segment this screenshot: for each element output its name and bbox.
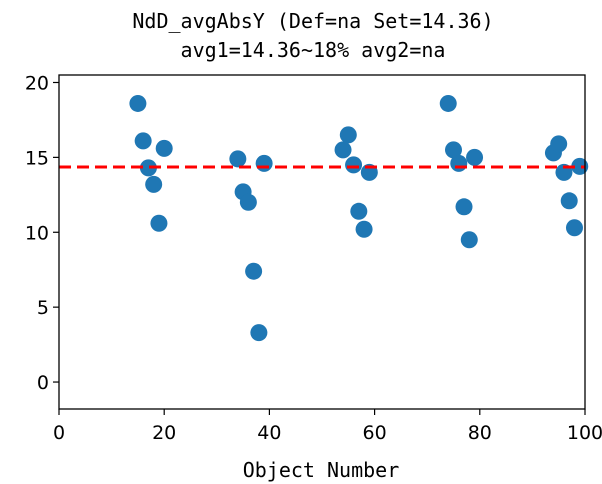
x-tick-label-1: 0 <box>53 422 65 444</box>
data-point-16 <box>350 202 368 220</box>
x-tick-label-6: 100 <box>567 422 602 444</box>
x-tick-label-2: 20 <box>152 422 176 444</box>
data-point-7 <box>229 150 247 168</box>
y-tick-label-1: 0 <box>37 372 49 394</box>
data-point-17 <box>355 220 373 238</box>
y-tick-label-4: 15 <box>25 147 49 169</box>
data-point-24 <box>466 148 484 166</box>
data-point-15 <box>345 156 363 174</box>
x-tick-label-5: 80 <box>468 422 492 444</box>
data-point-30 <box>571 157 589 175</box>
chart-subtitle: avg1=14.36~18% avg2=na <box>181 38 446 62</box>
data-point-9 <box>239 193 257 211</box>
data-point-13 <box>334 141 352 159</box>
data-point-12 <box>255 154 273 172</box>
y-tick-label-5: 20 <box>25 72 49 94</box>
y-tick-label-3: 10 <box>25 222 49 244</box>
data-point-4 <box>145 175 163 193</box>
data-point-22 <box>455 198 473 216</box>
data-point-21 <box>450 154 468 172</box>
data-point-29 <box>565 219 583 237</box>
data-point-5 <box>150 214 168 232</box>
data-point-6 <box>155 139 173 157</box>
x-axis-label: Object Number <box>243 458 400 482</box>
data-point-20 <box>445 141 462 159</box>
data-point-2 <box>134 132 152 150</box>
data-point-11 <box>250 324 268 342</box>
y-tick-label-2: 5 <box>37 297 49 319</box>
data-point-3 <box>139 159 157 177</box>
chart-title: NdD_avgAbsY (Def=na Set=14.36) <box>132 9 493 33</box>
data-point-10 <box>245 262 263 280</box>
x-tick-label-4: 60 <box>363 422 387 444</box>
plot-area <box>59 94 589 342</box>
data-point-23 <box>460 231 478 249</box>
axes-ticks: 0 20 40 60 80 100 0 5 10 15 20 <box>25 72 602 444</box>
x-tick-label-3: 40 <box>257 422 281 444</box>
data-point-19 <box>439 94 457 112</box>
data-point-14 <box>339 126 357 144</box>
data-point-1 <box>129 94 147 112</box>
data-point-28 <box>560 192 578 210</box>
data-point-26 <box>550 135 568 153</box>
plot-frame <box>58 74 586 410</box>
